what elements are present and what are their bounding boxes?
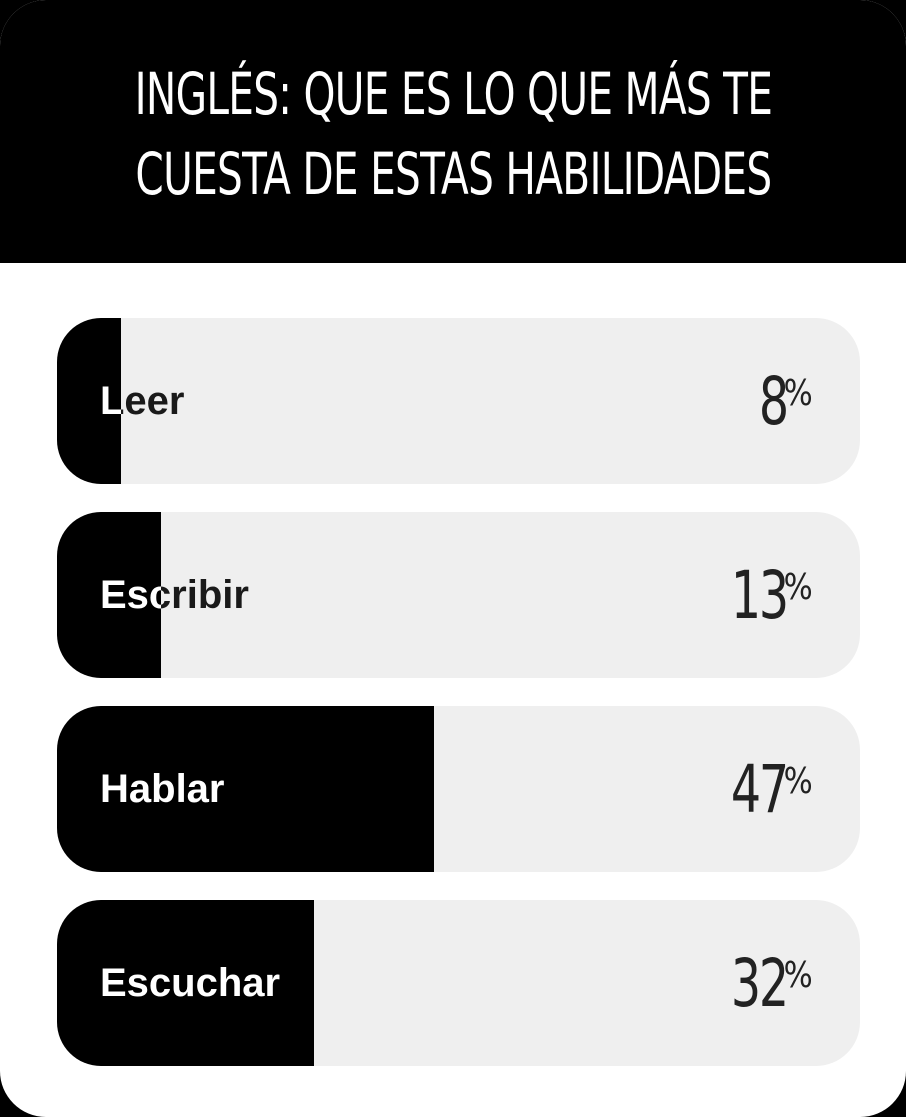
poll-option-percent-value: 13 (730, 556, 789, 634)
poll-option-percent: 8 % (748, 318, 815, 484)
poll-option-label-overlay: Hablar (100, 767, 225, 811)
percent-sign: % (783, 566, 813, 608)
poll-option-percent: 13 % (709, 512, 815, 678)
poll-option-label-overlay: Escuchar (100, 961, 281, 1005)
poll-option-fill-bar: Escribir (57, 512, 162, 678)
poll-option-percent-value: 8 (758, 362, 789, 440)
poll-title: INGLÉS: QUE ES LO QUE MÁS TE CUESTA DE E… (134, 50, 772, 214)
poll-option-percent: 47 % (709, 706, 815, 872)
percent-sign: % (783, 954, 813, 996)
poll-option-percent-value: 32 (730, 944, 789, 1022)
poll-option-fill-bar: Escuchar (57, 900, 314, 1066)
poll-option-percent-value: 47 (730, 750, 789, 828)
poll-option-escuchar[interactable]: Escuchar Escuchar 32 % (57, 900, 860, 1066)
poll-option-label-overlay: Escribir (100, 573, 162, 617)
poll-title-line-1: INGLÉS: QUE ES LO QUE MÁS TE (134, 59, 772, 128)
poll-option-escribir[interactable]: Escribir Escribir 13 % (57, 512, 860, 678)
poll-option-fill-bar: Leer (57, 318, 122, 484)
poll-option-label-overlay: Leer (100, 379, 122, 423)
percent-sign: % (783, 372, 813, 414)
poll-option-percent: 32 % (709, 900, 815, 1066)
poll-option-leer[interactable]: Leer Leer 8 % (57, 318, 860, 484)
poll-option-fill-bar: Hablar (57, 706, 435, 872)
poll-option-hablar[interactable]: Hablar Hablar 47 % (57, 706, 860, 872)
percent-sign: % (783, 760, 813, 802)
poll-title-line-2: CUESTA DE ESTAS HABILIDADES (135, 139, 772, 208)
poll-header: INGLÉS: QUE ES LO QUE MÁS TE CUESTA DE E… (0, 0, 906, 263)
poll-options: Leer Leer 8 % Escribir Escribir 13 % Hab… (57, 318, 860, 1094)
